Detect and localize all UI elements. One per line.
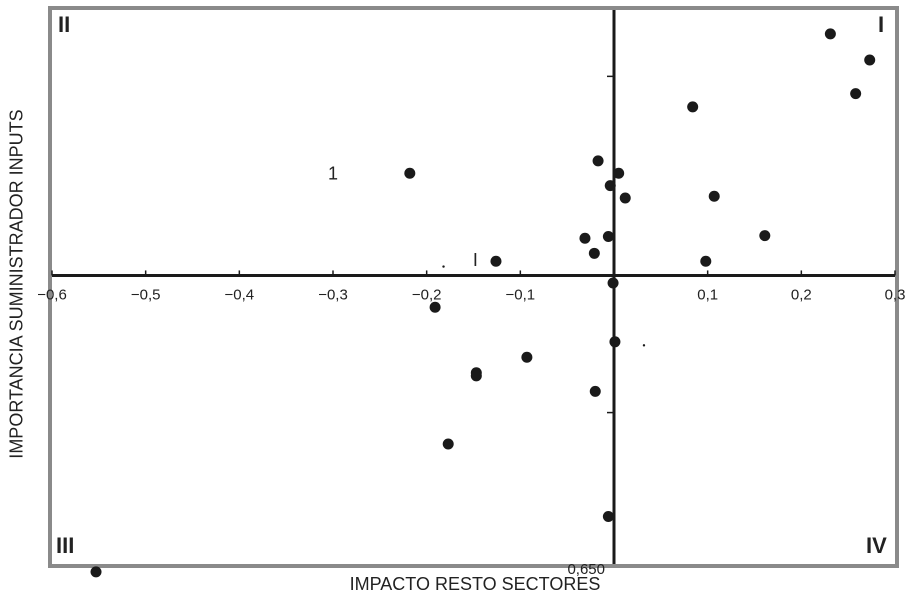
data-point xyxy=(602,231,614,243)
data-point xyxy=(850,88,862,100)
data-point xyxy=(470,370,482,382)
x-tick-label: −0,3 xyxy=(318,286,348,303)
quadrant-label-ii: II xyxy=(58,12,71,37)
data-point xyxy=(824,28,836,40)
data-point xyxy=(708,190,720,202)
tick-labels: −0,6 −0,5 −0,4 −0,3 −0,2 −0,1 0,1 0,2 0,3 0,650 xyxy=(37,286,905,578)
data-point xyxy=(592,155,604,167)
data-point xyxy=(607,277,619,289)
data-point xyxy=(687,101,699,113)
x-tick-label: 0,3 xyxy=(885,286,906,303)
stray-mark xyxy=(442,265,445,268)
annotation-label-i: I xyxy=(473,250,478,270)
data-point xyxy=(609,336,621,348)
annotations: 1I xyxy=(328,164,646,347)
data-point xyxy=(613,167,625,179)
data-point xyxy=(619,192,631,204)
data-point xyxy=(864,54,876,66)
data-point xyxy=(579,232,591,244)
data-point xyxy=(429,301,441,313)
y-axis-label: IMPORTANCIA SUMINISTRADOR INPUTS xyxy=(6,109,27,459)
data-point xyxy=(589,385,601,397)
data-point xyxy=(404,167,416,179)
x-tick-label: 0,2 xyxy=(791,286,812,303)
annotation-label-1: 1 xyxy=(328,164,338,184)
y-axis-end-label: 0,650 xyxy=(567,561,605,578)
stray-mark xyxy=(642,344,646,347)
data-point xyxy=(521,351,533,363)
quadrant-label-iv: IV xyxy=(866,533,887,558)
data-point xyxy=(442,438,454,450)
x-tick-label: −0,5 xyxy=(131,286,161,303)
data-point xyxy=(90,566,102,578)
data-point xyxy=(588,247,600,259)
x-tick-label: −0,4 xyxy=(225,286,255,303)
quadrant-label-i: I xyxy=(878,12,885,37)
x-tick-label: −0,1 xyxy=(506,286,536,303)
data-point xyxy=(604,180,616,192)
y-axis-label-wrap: IMPORTANCIA SUMINISTRADOR INPUTS xyxy=(4,88,30,480)
data-point xyxy=(759,230,771,242)
quadrant-label-iii: III xyxy=(56,533,75,558)
data-point xyxy=(700,255,712,267)
data-point xyxy=(602,511,614,523)
x-tick-label: −0,2 xyxy=(412,286,442,303)
x-axis-label: IMPACTO RESTO SECTORES xyxy=(349,574,601,594)
data-points xyxy=(90,28,876,578)
tick-marks xyxy=(51,75,896,414)
plot-frame xyxy=(48,6,899,568)
data-point xyxy=(490,255,502,267)
x-tick-label: 0,1 xyxy=(697,286,718,303)
x-tick-label: −0,6 xyxy=(37,286,67,303)
